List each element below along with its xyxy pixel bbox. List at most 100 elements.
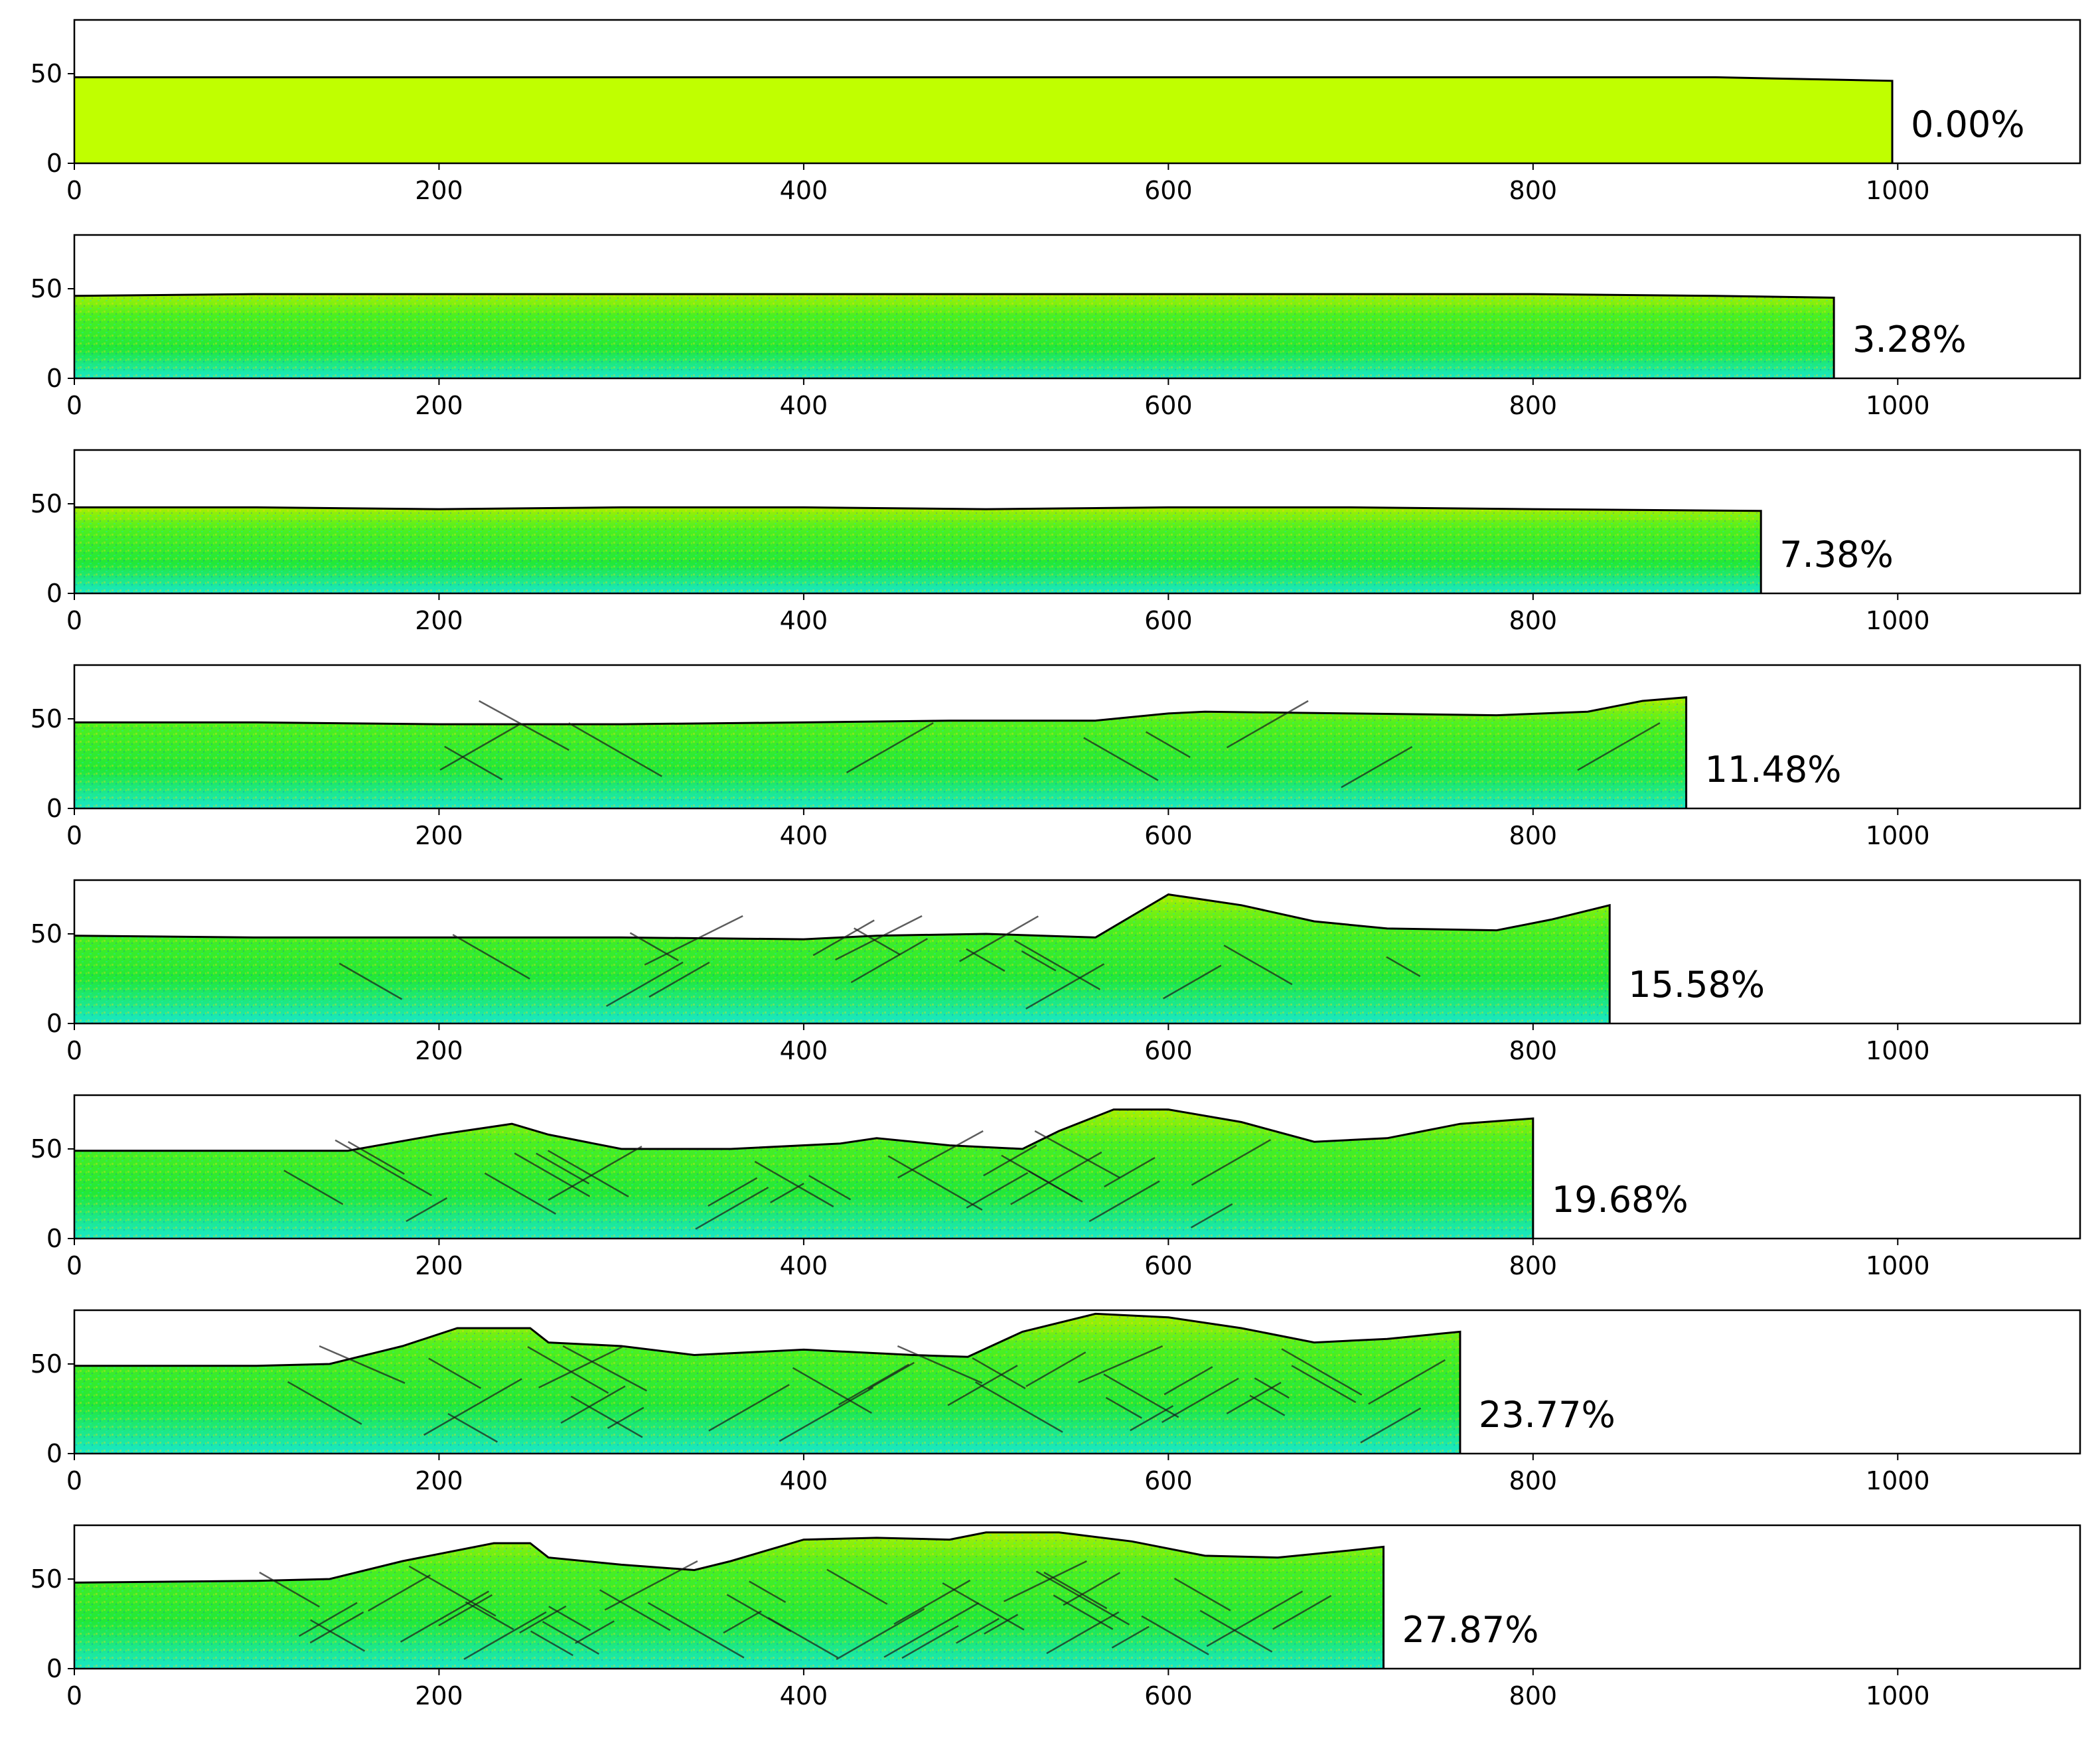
- shear-band-mark: [754, 1160, 834, 1208]
- shear-band-mark: [1021, 950, 1057, 972]
- shear-band-mark: [846, 722, 934, 774]
- shear-band-mark: [599, 1589, 671, 1631]
- shear-band-mark: [538, 1345, 625, 1389]
- y-tick-label: 0: [46, 1009, 62, 1038]
- shear-band-mark: [887, 1155, 983, 1211]
- y-tick-label: 0: [46, 364, 62, 393]
- shear-band-mark: [779, 1387, 873, 1442]
- shear-band-mark: [570, 1395, 643, 1438]
- shear-band-mark: [850, 938, 929, 984]
- x-tick-label: 600: [1144, 1251, 1193, 1280]
- axes-frame: [73, 1524, 2081, 1670]
- shear-band-mark: [438, 1594, 493, 1627]
- shear-band-mark: [867, 1361, 915, 1390]
- shear-band-mark: [1173, 1578, 1231, 1612]
- y-tick-label: 0: [46, 1224, 62, 1253]
- shear-band-mark: [838, 1363, 910, 1406]
- shear-band-mark: [901, 1625, 959, 1659]
- shear-band-mark: [1162, 964, 1222, 1000]
- x-tick-label: 800: [1509, 1036, 1558, 1065]
- shear-band-mark: [1028, 1170, 1083, 1203]
- surface-outline: [74, 76, 1894, 163]
- shear-band-mark: [309, 1611, 364, 1644]
- x-tick-label: 800: [1509, 176, 1558, 205]
- y-tick-label: 50: [31, 1134, 62, 1164]
- shear-band-mark: [400, 1590, 490, 1643]
- shear-band-mark: [298, 1602, 358, 1637]
- shear-band-mark: [695, 1186, 769, 1230]
- panel-1: 0 200 400 600 800 1000 0 50 0.00%: [31, 19, 2081, 205]
- shear-band-mark: [479, 700, 569, 751]
- shear-band-mark: [1104, 1157, 1156, 1187]
- shear-band-mark: [648, 961, 710, 998]
- shear-band-mark: [444, 745, 503, 781]
- axes-frame: [73, 1094, 2081, 1240]
- x-tick-label: 1000: [1866, 1466, 1930, 1495]
- y-tick-label: 50: [31, 1564, 62, 1594]
- shear-band-mark: [1272, 1595, 1332, 1630]
- x-tick-label: 600: [1144, 821, 1193, 850]
- shear-band-mark: [767, 1617, 839, 1659]
- shear-band-mark: [605, 961, 684, 1007]
- shear-band-mark: [749, 1580, 787, 1603]
- shear-band-mark: [604, 1560, 698, 1611]
- shear-band-mark: [966, 1171, 1029, 1209]
- x-tick-label: 400: [780, 1681, 828, 1710]
- axes-frame: [73, 664, 2081, 810]
- x-tick-label: 0: [66, 1036, 82, 1065]
- shear-band-mark: [1141, 1615, 1209, 1655]
- x-tick-label: 200: [415, 1681, 463, 1710]
- material-texture: [74, 1532, 1384, 1669]
- shear-band-mark: [854, 927, 901, 956]
- panel-8: 0 200 400 600 800 1000 0 50 27.87%: [31, 1524, 2081, 1710]
- shear-band-mark: [835, 915, 923, 961]
- shear-band-mark: [1163, 1366, 1213, 1396]
- material-texture: [74, 1109, 1533, 1239]
- shear-band-mark: [1191, 1139, 1272, 1186]
- shear-band-mark: [812, 919, 875, 956]
- x-tick-label: 0: [66, 606, 82, 635]
- shear-band-mark: [514, 1152, 591, 1197]
- shear-band-mark: [1083, 737, 1159, 781]
- panel-5: 0 200 400 600 800 1000 0 50 15.58%: [31, 879, 2081, 1065]
- shear-band-mark: [826, 1568, 888, 1605]
- shear-band-mark: [423, 1378, 522, 1436]
- shear-band-mark: [836, 1608, 925, 1661]
- x-tick-label: 400: [780, 1251, 828, 1280]
- shear-band-mark: [1145, 731, 1191, 758]
- shear-band-mark: [1190, 1203, 1233, 1229]
- panel-3: 0 200 400 600 800 1000 0 50 7.38%: [31, 449, 2081, 635]
- shear-band-mark: [958, 915, 1039, 962]
- x-tick-label: 600: [1144, 606, 1193, 635]
- shear-band-mark: [548, 1146, 642, 1201]
- x-tick-label: 200: [415, 606, 463, 635]
- x-tick-label: 0: [66, 391, 82, 420]
- y-tick-label: 0: [46, 579, 62, 608]
- shear-band-mark: [1291, 1365, 1357, 1403]
- shear-band-mark: [708, 1384, 790, 1432]
- shear-band-mark: [319, 1345, 406, 1384]
- x-tick-label: 800: [1509, 1251, 1558, 1280]
- shear-band-mark: [1003, 1560, 1087, 1602]
- shear-band-mark: [1206, 1590, 1304, 1647]
- shear-band-mark: [1341, 746, 1413, 789]
- shear-band-mark: [1249, 1395, 1286, 1416]
- x-tick-label: 600: [1144, 1036, 1193, 1065]
- y-tick-label: 0: [46, 1654, 62, 1683]
- x-tick-label: 400: [780, 1466, 828, 1495]
- surface-outline: [74, 506, 1762, 593]
- strain-label: 19.68%: [1552, 1179, 1688, 1221]
- shear-band-mark: [647, 1602, 745, 1659]
- strain-label: 7.38%: [1779, 534, 1894, 575]
- x-tick-label: 400: [780, 821, 828, 850]
- shear-band-mark: [1577, 722, 1661, 771]
- surface-outline: [74, 293, 1835, 378]
- shear-band-mark: [1360, 1407, 1422, 1444]
- shear-band-mark: [956, 1618, 1000, 1644]
- shear-band-mark: [1088, 1180, 1160, 1223]
- shear-band-mark: [465, 1601, 514, 1631]
- shear-band-mark: [542, 1621, 600, 1655]
- panel-2: 0 200 400 600 800 1000 0 50 3.28%: [31, 234, 2081, 420]
- shear-band-mark: [1013, 939, 1101, 990]
